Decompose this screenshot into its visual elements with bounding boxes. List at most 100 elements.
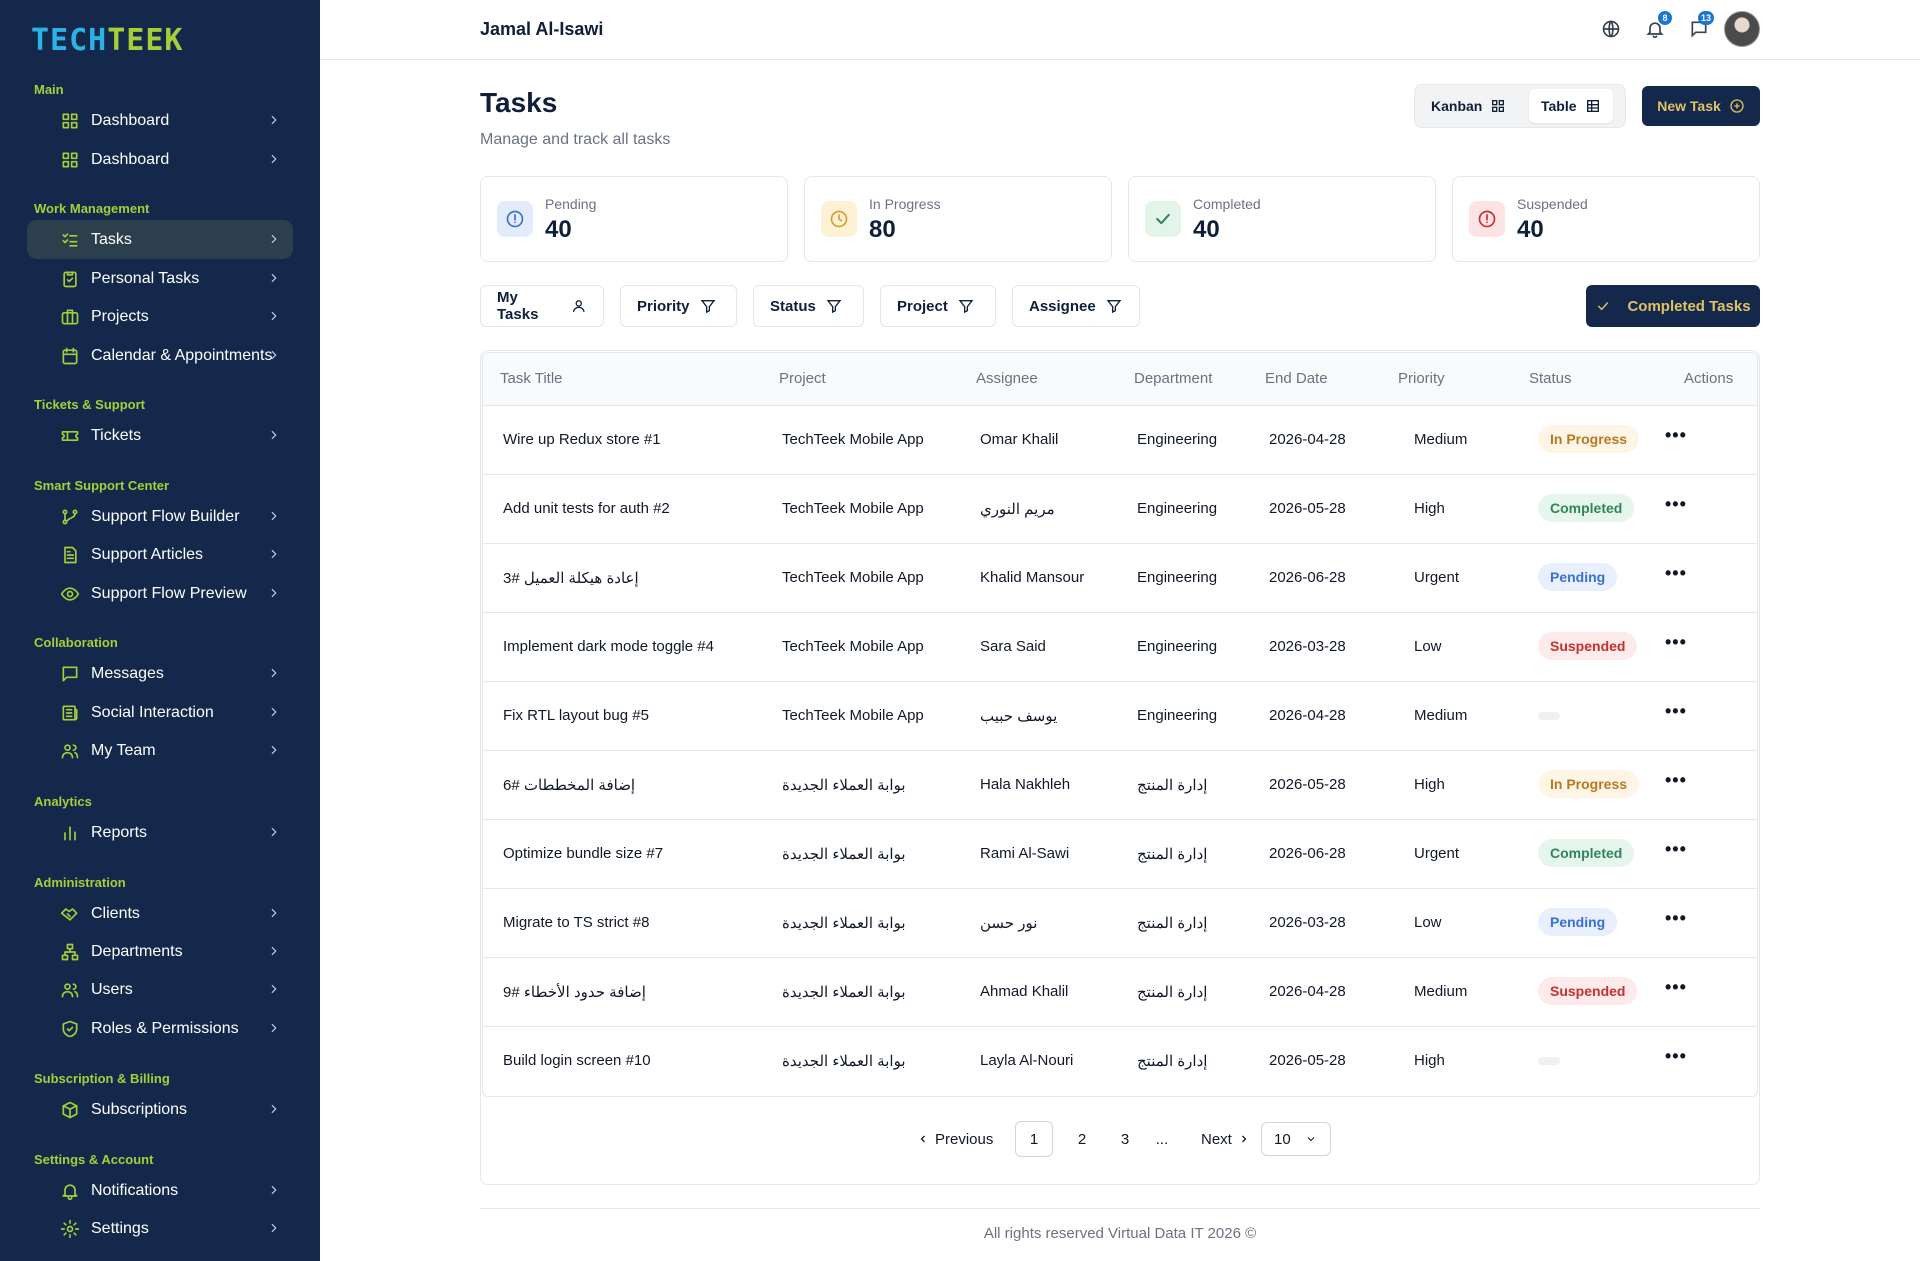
table-row[interactable]: Build login screen #10 بوابة العملاء الجد…: [483, 1027, 1757, 1096]
assignee-cell: Khalid Mansour: [980, 569, 1085, 586]
assignee-cell: نور حسن: [980, 915, 1038, 932]
filter-assignee[interactable]: Assignee: [1012, 285, 1140, 327]
chevron-right-icon: [267, 1102, 281, 1116]
task-title-cell[interactable]: Wire up Redux store #1: [503, 431, 661, 448]
task-title-cell[interactable]: Add unit tests for auth #2: [503, 500, 670, 517]
column-header-task-title[interactable]: Task Title: [500, 370, 563, 387]
brand-logo[interactable]: TECHTEEK: [31, 23, 184, 58]
table-row[interactable]: إضافة المخططات #6 بوابة العملاء الجديدة Ha…: [483, 751, 1757, 820]
table-row[interactable]: إعادة هيكلة العميل #3 TechTeek Mobile App…: [483, 544, 1757, 613]
sidebar-item-projects[interactable]: Projects: [27, 297, 293, 336]
column-header-assignee[interactable]: Assignee: [976, 370, 1038, 387]
sidebar-item-roles-permissions[interactable]: Roles & Permissions: [27, 1009, 293, 1048]
sidebar-item-my-team[interactable]: My Team: [27, 731, 293, 770]
end-date-cell: 2026-04-28: [1269, 983, 1346, 1000]
more-actions-icon[interactable]: •••: [1665, 908, 1687, 928]
more-actions-icon[interactable]: •••: [1665, 701, 1687, 721]
filter-my-tasks[interactable]: My Tasks: [480, 285, 604, 327]
chevron-right-icon: [267, 271, 281, 285]
table-row[interactable]: Migrate to TS strict #8 بوابة العملاء الج…: [483, 889, 1757, 958]
page-2-button[interactable]: 2: [1077, 1130, 1087, 1148]
sidebar-item-notifications[interactable]: Notifications: [27, 1171, 293, 1210]
check-icon: [1145, 201, 1181, 237]
column-header-department[interactable]: Department: [1134, 370, 1213, 387]
filter-status[interactable]: Status: [753, 285, 864, 327]
more-actions-icon[interactable]: •••: [1665, 494, 1687, 514]
table-view-button[interactable]: Table: [1529, 89, 1613, 123]
more-actions-icon[interactable]: •••: [1665, 770, 1687, 790]
page-3-button[interactable]: 3: [1120, 1130, 1130, 1148]
globe-icon[interactable]: [1601, 19, 1621, 39]
sidebar-item-tickets[interactable]: Tickets: [27, 416, 293, 455]
tasks-table-card: Task Title Project Assignee Department End D…: [480, 350, 1760, 1185]
sidebar-item-clients[interactable]: Clients: [27, 894, 293, 933]
kanban-label: Kanban: [1431, 98, 1483, 114]
task-title-cell[interactable]: إضافة المخططات #6: [503, 777, 636, 794]
table-row[interactable]: Optimize bundle size #7 بوابة العملاء الج…: [483, 820, 1757, 889]
sidebar-item-dashboard[interactable]: Dashboard: [27, 101, 293, 140]
column-header-status[interactable]: Status: [1529, 370, 1572, 387]
table-row[interactable]: Wire up Redux store #1 TechTeek Mobile Ap…: [483, 406, 1757, 475]
task-title-cell[interactable]: Implement dark mode toggle #4: [503, 638, 714, 655]
sidebar-item-dashboard[interactable]: Dashboard: [27, 140, 293, 179]
clock-icon: [821, 201, 857, 237]
task-title-cell[interactable]: Build login screen #10: [503, 1052, 651, 1069]
kanban-view-button[interactable]: Kanban: [1419, 89, 1518, 123]
column-header-project[interactable]: Project: [779, 370, 826, 387]
table-body: Wire up Redux store #1 TechTeek Mobile Ap…: [483, 406, 1757, 1096]
sidebar-item-support-flow-builder[interactable]: Support Flow Builder: [27, 497, 293, 536]
column-header-priority[interactable]: Priority: [1398, 370, 1445, 387]
sidebar-item-label: Subscriptions: [91, 1101, 188, 1118]
previous-page-button[interactable]: Previous: [917, 1121, 993, 1157]
task-title-cell[interactable]: Migrate to TS strict #8: [503, 914, 650, 931]
filter-priority[interactable]: Priority: [620, 285, 737, 327]
completed-tasks-button[interactable]: Completed Tasks: [1586, 285, 1760, 327]
more-actions-icon[interactable]: •••: [1665, 632, 1687, 652]
stat-card-pending[interactable]: Pending 40: [480, 176, 788, 262]
column-header-actions[interactable]: Actions: [1684, 370, 1734, 387]
table-row[interactable]: إضافة حدود الأخطاء #9 بوابة العملاء الجدي…: [483, 958, 1757, 1027]
stat-card-in-progress[interactable]: In Progress 80: [804, 176, 1112, 262]
sidebar-item-calendar-appointments[interactable]: Calendar & Appointments: [27, 336, 293, 375]
page-1-button[interactable]: 1: [1015, 1121, 1053, 1157]
table-row[interactable]: Implement dark mode toggle #4 TechTeek Mo…: [483, 613, 1757, 682]
task-title-cell[interactable]: إضافة حدود الأخطاء #9: [503, 984, 646, 1001]
more-actions-icon[interactable]: •••: [1665, 977, 1687, 997]
more-actions-icon[interactable]: •••: [1665, 563, 1687, 583]
page-size-select[interactable]: 10: [1261, 1122, 1331, 1156]
sidebar-item-settings[interactable]: Settings: [27, 1209, 293, 1248]
previous-label: Previous: [935, 1130, 994, 1148]
task-title-cell[interactable]: إعادة هيكلة العميل #3: [503, 570, 639, 587]
task-title-cell[interactable]: Optimize bundle size #7: [503, 845, 664, 862]
stat-card-completed[interactable]: Completed 40: [1128, 176, 1436, 262]
sidebar-item-departments[interactable]: Departments: [27, 932, 293, 971]
notifications-bell-icon[interactable]: [1645, 19, 1665, 39]
end-date-cell: 2026-05-28: [1269, 1052, 1346, 1069]
sidebar-item-reports[interactable]: Reports: [27, 813, 293, 852]
avatar[interactable]: [1724, 11, 1760, 47]
table-row[interactable]: Fix RTL layout bug #5 TechTeek Mobile App…: [483, 682, 1757, 751]
column-header-end-date[interactable]: End Date: [1265, 370, 1328, 387]
stat-card-suspended[interactable]: Suspended 40: [1452, 176, 1760, 262]
plus-circle-icon: [1730, 99, 1744, 113]
filter-label: Priority: [637, 297, 690, 315]
sidebar-item-label: Clients: [91, 905, 140, 922]
sidebar-item-personal-tasks[interactable]: Personal Tasks: [27, 259, 293, 298]
sidebar-item-messages[interactable]: Messages: [27, 654, 293, 693]
sidebar-item-tasks[interactable]: Tasks: [27, 220, 293, 259]
filter-project[interactable]: Project: [880, 285, 996, 327]
next-page-button[interactable]: Next: [1201, 1121, 1250, 1157]
table-row[interactable]: Add unit tests for auth #2 TechTeek Mobil…: [483, 475, 1757, 544]
sidebar-item-users[interactable]: Users: [27, 970, 293, 1009]
sidebar-item-support-articles[interactable]: Support Articles: [27, 535, 293, 574]
task-title-cell[interactable]: Fix RTL layout bug #5: [503, 707, 649, 724]
project-cell: بوابة العملاء الجديدة: [782, 984, 906, 1001]
more-actions-icon[interactable]: •••: [1665, 839, 1687, 859]
sidebar-item-support-flow-preview[interactable]: Support Flow Preview: [27, 574, 293, 613]
more-actions-icon[interactable]: •••: [1665, 425, 1687, 445]
sidebar-item-social-interaction[interactable]: Social Interaction: [27, 693, 293, 732]
more-actions-icon[interactable]: •••: [1665, 1046, 1687, 1066]
new-task-button[interactable]: New Task: [1642, 86, 1760, 126]
sidebar: TECHTEEK Main Dashboard Dashboard Work Mana…: [0, 0, 320, 1261]
sidebar-item-subscriptions[interactable]: Subscriptions: [27, 1090, 293, 1129]
